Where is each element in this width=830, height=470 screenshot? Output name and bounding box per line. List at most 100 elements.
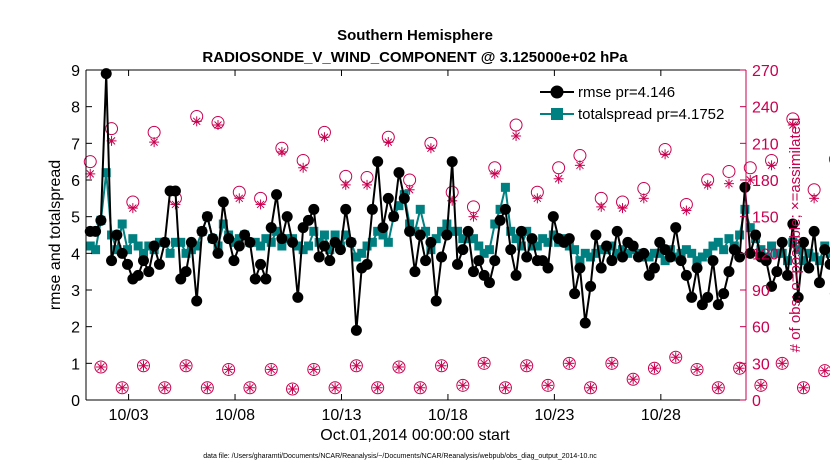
obs-assimilated-marker: [436, 360, 447, 371]
obs-assimilated-marker: [223, 364, 234, 375]
asterisk-stroke: [490, 170, 499, 178]
rmse-point: [191, 295, 203, 307]
rmse-point: [244, 236, 256, 248]
totalspread-point: [586, 252, 596, 262]
asterisk-stroke: [469, 212, 478, 221]
totalspread-point: [596, 245, 606, 255]
asterisk-stroke: [639, 194, 648, 203]
obs-assimilated-marker: [213, 120, 223, 130]
totalspread-point: [431, 234, 441, 244]
totalspread-point: [330, 230, 340, 240]
asterisk-stroke: [192, 117, 201, 126]
totalspread-point: [128, 234, 138, 244]
rmse-point: [776, 236, 788, 248]
obs-assimilated-marker: [713, 382, 724, 393]
totalspread-point: [447, 226, 457, 236]
rmse-point: [792, 291, 804, 303]
asterisk-stroke: [150, 138, 158, 146]
obs-assimilated-marker: [585, 382, 596, 393]
asterisk-stroke: [416, 383, 425, 392]
totalspread-point: [618, 245, 628, 255]
y2-tick-label: 210: [752, 136, 779, 153]
rmse-point: [739, 181, 751, 193]
rmse-point: [137, 255, 149, 267]
obs-assimilated-marker: [564, 358, 575, 369]
totalspread-point: [170, 237, 180, 247]
y-tick-label: 8: [71, 100, 80, 117]
totalspread-point: [543, 237, 553, 247]
totalspread-point: [735, 230, 745, 240]
asterisk-stroke: [437, 361, 446, 370]
obs-assimilated-marker: [117, 382, 128, 393]
totalspread-point: [623, 248, 633, 258]
rmse-point: [217, 196, 229, 208]
totalspread-point: [421, 226, 431, 236]
rmse-point: [808, 225, 820, 237]
asterisk-stroke: [299, 163, 308, 172]
asterisk-stroke: [799, 383, 808, 392]
y2-tick-label: 270: [752, 63, 779, 80]
totalspread-point: [415, 204, 425, 214]
chart-subtitle: RADIOSONDE_V_WIND_COMPONENT @ 3.125000e+…: [202, 49, 628, 66]
rmse-point: [143, 266, 155, 278]
rmse-point: [265, 222, 277, 234]
rmse-point: [787, 218, 799, 230]
obs-assimilated-marker: [287, 384, 298, 394]
rmse-point: [574, 262, 586, 274]
rmse-point: [750, 229, 762, 241]
asterisk-stroke: [725, 179, 733, 188]
rmse-point: [494, 214, 506, 226]
asterisk-stroke: [778, 359, 787, 368]
obs-assimilated-marker: [479, 358, 490, 369]
obs-possible-marker: [477, 356, 491, 370]
totalspread-point: [272, 226, 282, 236]
rmse-point: [446, 156, 458, 168]
obs-possible-marker: [435, 359, 449, 373]
totalspread-point: [580, 248, 590, 258]
obs-count-markers: [83, 109, 830, 396]
rmse-point: [106, 255, 118, 267]
rmse-point: [196, 225, 208, 237]
rmse-point: [212, 247, 224, 259]
obs-assimilated-marker: [819, 365, 830, 376]
obs-assimilated-marker: [532, 193, 543, 204]
obs-assimilated-marker: [202, 382, 213, 393]
rmse-point: [819, 244, 830, 256]
asterisk-stroke: [682, 206, 691, 215]
obs-assimilated-marker: [596, 201, 607, 212]
rmse-point: [702, 291, 714, 303]
totalspread-point: [117, 219, 127, 229]
totalspread-point: [394, 201, 404, 211]
obs-assimilated-marker: [330, 382, 341, 393]
rmse-point: [361, 258, 373, 270]
legend-rmse-marker: [550, 85, 564, 99]
obs-assimilated-marker: [191, 116, 202, 127]
asterisk-stroke: [352, 361, 361, 370]
obs-assimilated-marker: [468, 211, 479, 222]
asterisk-stroke: [820, 366, 829, 375]
y-tick-label: 0: [71, 393, 80, 410]
asterisk-stroke: [256, 200, 265, 209]
obs-assimilated-marker: [702, 179, 713, 190]
totalspread-point: [181, 248, 191, 258]
rmse-point: [462, 225, 474, 237]
obs-assimilated-marker: [617, 203, 628, 214]
rmse-point: [483, 277, 495, 289]
totalspread-point: [681, 245, 691, 255]
asterisk-stroke: [309, 365, 318, 374]
obs-possible-marker: [243, 381, 257, 395]
asterisk-stroke: [214, 121, 222, 129]
rmse-point: [372, 156, 384, 168]
obs-assimilated-marker: [404, 184, 415, 195]
totalspread-point: [293, 241, 303, 251]
obs-possible-marker: [413, 381, 427, 395]
totalspread-point: [138, 248, 148, 258]
totalspread-point: [309, 226, 319, 236]
y2-tick-label: 120: [752, 246, 779, 263]
asterisk-stroke: [650, 364, 659, 373]
legend-spread-marker: [551, 108, 563, 120]
rmse-point: [430, 295, 442, 307]
rmse-point: [675, 255, 687, 267]
asterisk-stroke: [373, 383, 382, 392]
asterisk-stroke: [522, 361, 531, 370]
